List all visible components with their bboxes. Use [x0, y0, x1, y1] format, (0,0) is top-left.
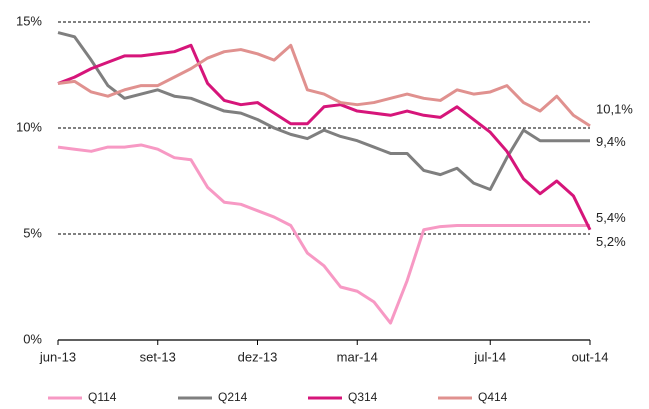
- x-tick-label: out-14: [572, 349, 609, 364]
- legend: Q114 Q214 Q314 Q414: [48, 390, 508, 404]
- legend-label: Q114: [88, 390, 117, 404]
- x-tick-label: dez-13: [238, 349, 278, 364]
- y-tick-label: 10%: [16, 119, 42, 134]
- y-tick-label: 5%: [23, 225, 42, 240]
- x-tick-label: jul-14: [473, 349, 506, 364]
- value-label: 5,4%: [596, 210, 626, 225]
- series-line: [57, 143, 590, 325]
- value-label: 5,2%: [596, 234, 626, 249]
- series-line: [57, 31, 590, 191]
- x-tick-label: mar-14: [337, 349, 378, 364]
- value-label: 10,1%: [596, 101, 633, 116]
- legend-label: Q314: [348, 390, 378, 404]
- series-line: [57, 43, 591, 128]
- y-tick-label: 15%: [16, 13, 42, 28]
- y-tick-label: 0%: [23, 331, 42, 346]
- legend-label: Q414: [478, 390, 508, 404]
- legend-label: Q214: [218, 390, 248, 404]
- x-tick-label: jun-13: [39, 349, 76, 364]
- series-line: [57, 43, 592, 231]
- value-label: 9,4%: [596, 134, 626, 149]
- x-tick-label: set-13: [140, 349, 176, 364]
